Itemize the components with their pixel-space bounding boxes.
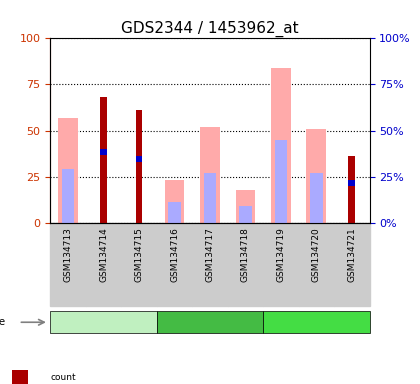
Bar bbox=[12, 370, 28, 384]
Text: nucleus accumbens: nucleus accumbens bbox=[161, 317, 259, 327]
Bar bbox=[50, 223, 86, 306]
FancyBboxPatch shape bbox=[157, 311, 263, 333]
Bar bbox=[62, 169, 74, 223]
Bar bbox=[192, 223, 228, 306]
Bar bbox=[275, 140, 287, 223]
Bar bbox=[100, 149, 107, 154]
Bar bbox=[200, 127, 220, 223]
Bar bbox=[86, 223, 121, 306]
Bar bbox=[228, 223, 263, 306]
Bar bbox=[299, 223, 334, 306]
Bar bbox=[349, 156, 355, 223]
Bar bbox=[239, 206, 252, 223]
Bar bbox=[334, 223, 370, 306]
Bar bbox=[236, 190, 255, 223]
Bar bbox=[100, 98, 107, 223]
Bar bbox=[58, 118, 78, 223]
Bar bbox=[271, 68, 291, 223]
Bar bbox=[168, 202, 181, 223]
Bar bbox=[349, 180, 355, 186]
Bar bbox=[136, 110, 142, 223]
Text: BNST: BNST bbox=[91, 317, 117, 327]
Bar bbox=[310, 173, 323, 223]
Text: count: count bbox=[50, 373, 76, 382]
Bar bbox=[204, 173, 216, 223]
Bar bbox=[121, 223, 157, 306]
Title: GDS2344 / 1453962_at: GDS2344 / 1453962_at bbox=[121, 21, 299, 37]
Bar bbox=[307, 129, 326, 223]
Bar bbox=[157, 223, 192, 306]
Text: tissue: tissue bbox=[0, 317, 6, 327]
FancyBboxPatch shape bbox=[50, 311, 157, 333]
Text: dorsal striatum: dorsal striatum bbox=[279, 317, 354, 327]
Bar bbox=[263, 223, 299, 306]
Bar bbox=[165, 180, 184, 223]
Bar bbox=[136, 156, 142, 162]
FancyBboxPatch shape bbox=[263, 311, 370, 333]
